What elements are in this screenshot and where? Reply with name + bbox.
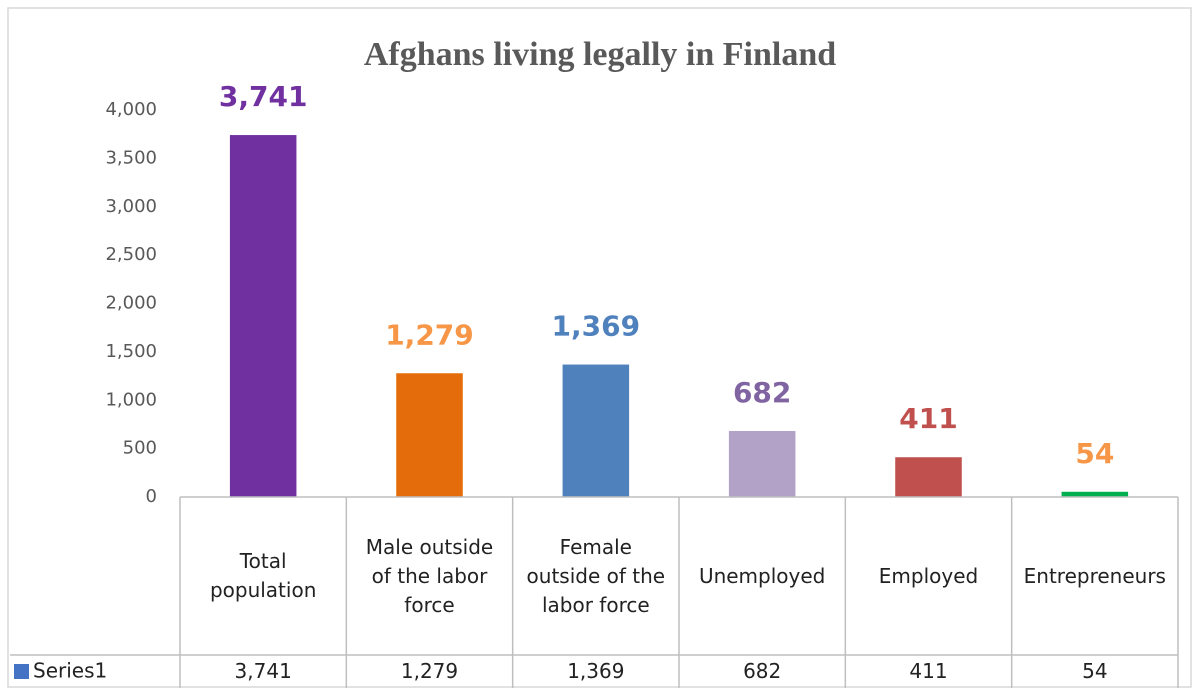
chart-title: Afghans living legally in Finland <box>364 36 836 73</box>
data-label: 682 <box>733 376 791 409</box>
category-label: Male outside of the labor force <box>365 534 494 617</box>
category-label: Unemployed <box>698 563 826 588</box>
table-value: 682 <box>743 659 782 683</box>
category-label: Female outside of the labor force <box>526 534 666 617</box>
table-value: 1,279 <box>400 659 459 683</box>
data-label: 3,741 <box>219 80 308 113</box>
category-label: Total population <box>209 549 317 602</box>
y-tick-label: 4,000 <box>105 99 157 120</box>
y-tick-label: 2,000 <box>105 293 157 314</box>
y-tick-label: 3,500 <box>105 147 157 168</box>
bar <box>229 135 297 498</box>
y-tick-label: 500 <box>123 438 157 459</box>
bar <box>728 431 796 497</box>
bar <box>562 364 630 497</box>
bar <box>1061 491 1129 497</box>
data-label: 1,369 <box>552 310 641 343</box>
chart-border <box>7 7 1192 688</box>
data-label: 411 <box>899 402 957 435</box>
table-value: 3,741 <box>234 659 292 683</box>
data-label: 1,279 <box>385 318 474 351</box>
table-value: 411 <box>909 659 948 683</box>
data-label: 54 <box>1075 437 1114 470</box>
y-tick-label: 2,500 <box>105 244 157 265</box>
bar <box>895 457 962 497</box>
category-label: Entrepreneurs <box>1023 563 1166 588</box>
y-tick-label: 1,500 <box>105 341 157 362</box>
table-value: 54 <box>1082 659 1108 683</box>
bar <box>396 373 463 497</box>
legend-swatch <box>14 664 29 679</box>
table-value: 1,369 <box>567 659 625 683</box>
category-label: Employed <box>878 563 979 588</box>
y-tick-label: 3,000 <box>105 196 157 217</box>
y-tick-label: 0 <box>146 486 157 507</box>
legend-label: Series1 <box>33 659 107 683</box>
y-tick-label: 1,000 <box>105 389 157 410</box>
